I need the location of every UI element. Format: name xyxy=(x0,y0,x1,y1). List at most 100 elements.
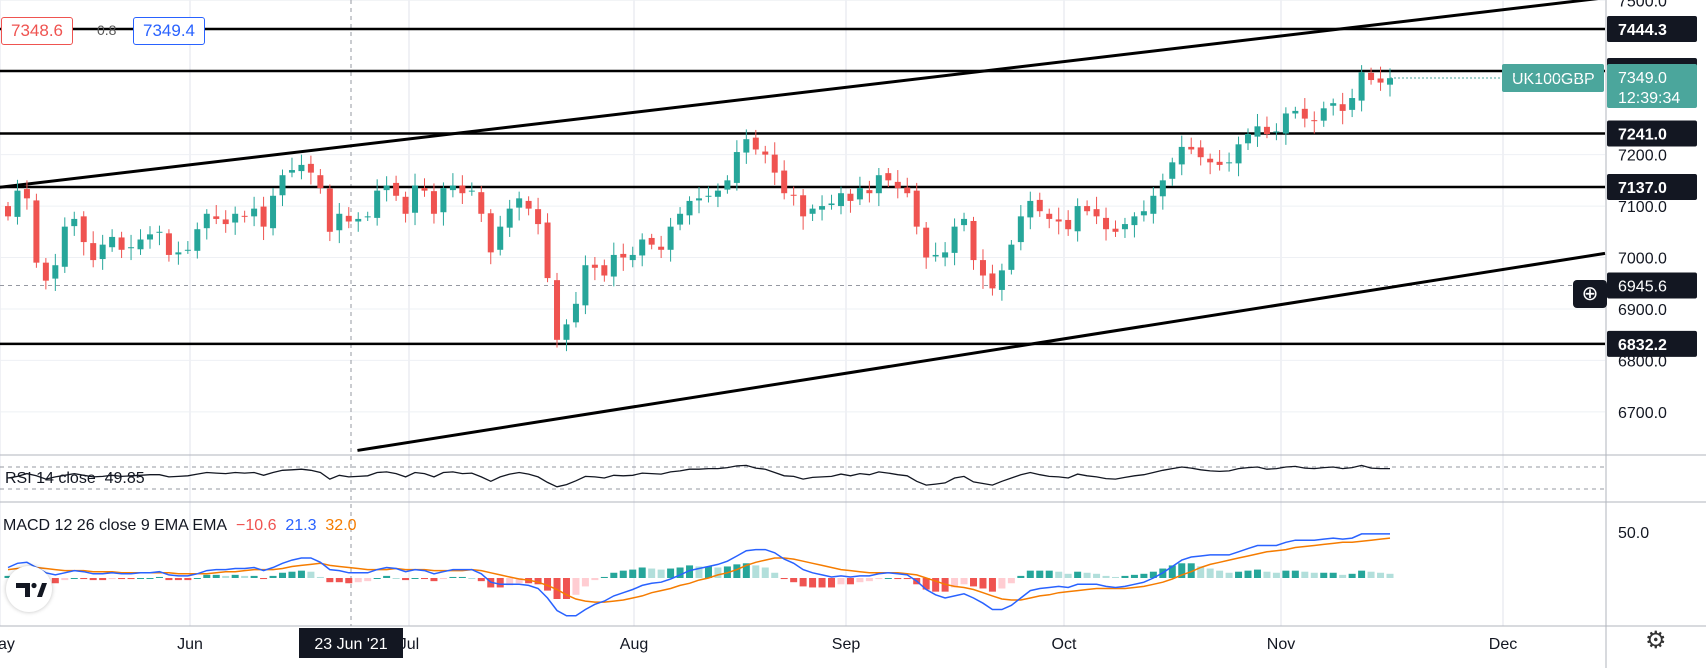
candle-body xyxy=(790,194,797,196)
candle-body xyxy=(771,154,778,173)
candle-body xyxy=(307,163,314,173)
candle-body xyxy=(449,185,456,191)
candle-body xyxy=(724,180,731,190)
candle-body xyxy=(601,265,608,276)
macd-legend: MACD 12 26 close 9 EMA EMA −10.6 21.3 32… xyxy=(3,516,357,536)
candle-body xyxy=(714,190,721,197)
macd-histogram-bar xyxy=(1026,570,1034,578)
candle-body xyxy=(1358,72,1365,101)
time-axis[interactable]: ay Jun Jul Aug Sep Oct Nov Dec 23 Jun '21 xyxy=(0,628,1517,658)
macd-histogram-bar xyxy=(430,578,438,582)
candle-body xyxy=(762,151,769,155)
macd-histogram-bar xyxy=(1045,570,1053,578)
candle-body xyxy=(1121,224,1128,230)
candle-body xyxy=(298,164,305,172)
candle-body xyxy=(1131,216,1138,226)
macd-histogram-bar xyxy=(809,578,817,588)
macd-histogram-bar xyxy=(118,578,126,580)
candle-body xyxy=(52,265,59,279)
macd-histogram-bar xyxy=(222,575,230,578)
macd-line xyxy=(7,533,1390,617)
macd-histogram-bar xyxy=(260,578,268,580)
plus-circle-icon[interactable]: ⊕ xyxy=(1573,280,1607,308)
macd-histogram-bar xyxy=(241,575,249,578)
macd-histogram-bar xyxy=(506,578,514,586)
candle-body xyxy=(118,237,125,250)
candle-body xyxy=(535,209,542,225)
ask-price-box[interactable]: 7349.4 xyxy=(133,17,205,45)
macd-histogram-bar xyxy=(903,578,911,580)
candle-body xyxy=(752,137,759,150)
candle-body xyxy=(5,206,11,217)
candlesticks xyxy=(5,65,1393,352)
macd-histogram-bar xyxy=(345,578,353,584)
macd-histogram-bar xyxy=(562,578,570,599)
candle-body xyxy=(1216,161,1223,165)
candle-body xyxy=(326,188,333,232)
macd-histogram-bar xyxy=(420,578,428,580)
candle-body xyxy=(412,185,419,213)
candle-body xyxy=(819,206,826,210)
trendlines xyxy=(0,0,1606,452)
crosshair-price-label: 6945.6 xyxy=(1618,278,1667,295)
candle-body xyxy=(1036,199,1043,212)
macd-histogram-bar xyxy=(657,569,665,578)
candle-body xyxy=(677,213,684,225)
macd-histogram-bar xyxy=(790,578,798,583)
candle-body xyxy=(260,206,267,227)
macd-histogram-bar xyxy=(1339,574,1347,578)
candle-body xyxy=(1150,195,1157,214)
candle-body xyxy=(904,187,911,194)
candle-body xyxy=(364,216,371,218)
macd-histogram-bar xyxy=(1301,571,1309,578)
level-label-bg xyxy=(1607,15,1697,42)
macd-histogram-bar xyxy=(402,578,410,581)
candle-body xyxy=(468,190,475,192)
candle-body xyxy=(478,192,485,214)
macd-histogram-bar xyxy=(884,578,892,579)
macd-histogram-bar xyxy=(1140,573,1148,578)
macd-histogram-bar xyxy=(326,578,334,583)
crosshair-date-label: 23 Jun '21 xyxy=(314,636,387,653)
macd-histogram-bar xyxy=(146,578,154,579)
macd-histogram-bar xyxy=(1320,572,1328,578)
candle-body xyxy=(563,324,570,340)
gear-icon[interactable]: ⚙ xyxy=(1645,627,1667,654)
macd-histogram-bar xyxy=(1083,572,1091,578)
macd-histogram-bar xyxy=(392,578,400,579)
macd-histogram-bar xyxy=(600,576,608,578)
y-tick-label: 7100.0 xyxy=(1618,199,1667,216)
macd-histogram-bar xyxy=(932,578,940,592)
candle-body xyxy=(1207,158,1214,163)
macd-pane xyxy=(4,533,1394,617)
candle-body xyxy=(23,189,30,199)
macd-histogram-bar xyxy=(411,578,419,579)
candle-body xyxy=(1263,126,1270,135)
candle-body xyxy=(355,218,362,222)
bid-price: 7348.6 xyxy=(11,21,63,40)
candle-body xyxy=(184,249,191,251)
crosshair-date-bg xyxy=(299,628,403,658)
candle-body xyxy=(913,190,920,227)
macd-histogram-bar xyxy=(1225,572,1233,578)
candle-body xyxy=(71,218,78,227)
candle-body xyxy=(1349,98,1356,110)
candle-body xyxy=(61,226,68,267)
bid-price-box[interactable]: 7348.6 xyxy=(1,17,73,45)
level-label-bg xyxy=(1607,120,1697,147)
x-tick-label: Nov xyxy=(1267,636,1295,653)
candle-body xyxy=(90,243,97,261)
candle-body xyxy=(99,244,106,260)
candle-body xyxy=(620,253,627,258)
macd-histogram-bar xyxy=(979,578,987,589)
candle-body xyxy=(165,233,172,255)
candle-body xyxy=(572,303,579,323)
candle-body xyxy=(1339,104,1346,111)
last-price-label: 7349.0 xyxy=(1618,70,1667,87)
tradingview-logo-icon[interactable] xyxy=(6,566,52,612)
macd-histogram-bar xyxy=(648,568,656,578)
ask-price: 7349.4 xyxy=(143,21,195,40)
macd-histogram-bar xyxy=(250,575,258,578)
price-axis[interactable]: 7500.0 7200.0 7100.0 7000.0 6900.0 6800.0 6700… xyxy=(1390,0,1697,542)
